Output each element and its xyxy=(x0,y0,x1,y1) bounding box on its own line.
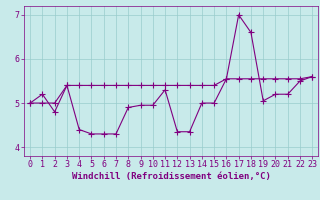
X-axis label: Windchill (Refroidissement éolien,°C): Windchill (Refroidissement éolien,°C) xyxy=(72,172,271,181)
